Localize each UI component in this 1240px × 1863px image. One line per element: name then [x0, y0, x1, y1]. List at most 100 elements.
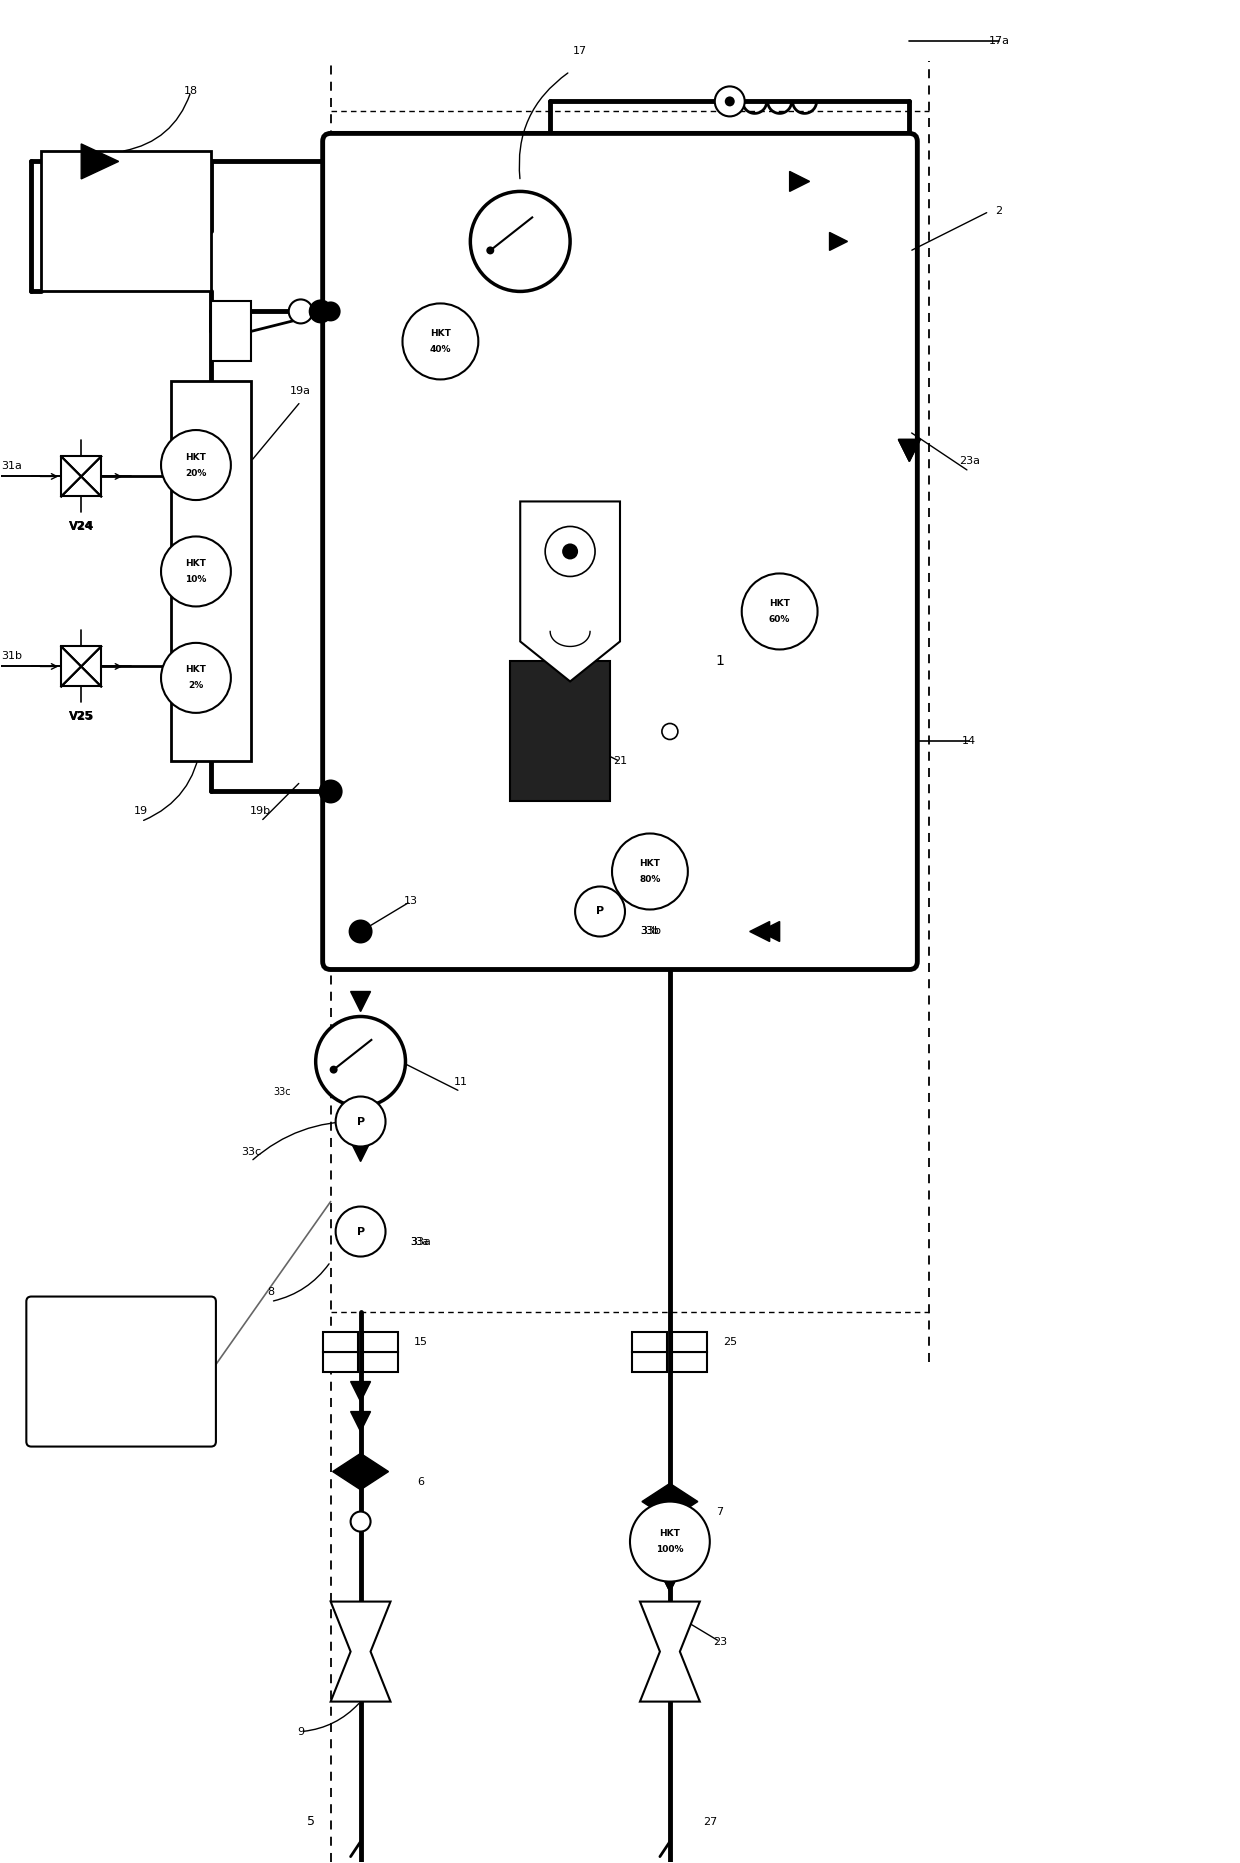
Text: 17: 17	[573, 47, 588, 56]
Circle shape	[289, 300, 312, 324]
Text: 33a: 33a	[410, 1237, 432, 1246]
Bar	[672, 1332, 707, 1351]
Bar	[672, 1351, 707, 1371]
Text: 21: 21	[613, 756, 627, 766]
Text: V25: V25	[69, 712, 93, 721]
Circle shape	[161, 537, 231, 607]
Polygon shape	[830, 233, 847, 250]
Text: 10%: 10%	[185, 576, 207, 583]
Text: P: P	[357, 1226, 365, 1237]
Text: 33a: 33a	[410, 1237, 429, 1246]
Polygon shape	[670, 1483, 698, 1520]
Circle shape	[486, 246, 495, 255]
Text: 2%: 2%	[188, 682, 203, 691]
Circle shape	[630, 1502, 709, 1582]
Polygon shape	[760, 922, 780, 941]
Circle shape	[316, 1017, 405, 1107]
Bar	[211, 302, 250, 361]
Text: 11: 11	[454, 1077, 467, 1086]
Polygon shape	[660, 1572, 680, 1591]
Circle shape	[161, 643, 231, 714]
Circle shape	[309, 300, 332, 324]
Text: HKT: HKT	[186, 559, 206, 568]
Circle shape	[348, 920, 372, 943]
Text: 19: 19	[134, 807, 148, 816]
Text: 7: 7	[717, 1507, 723, 1516]
Bar	[510, 661, 610, 801]
Circle shape	[662, 723, 678, 740]
Bar	[41, 151, 211, 291]
Text: P: P	[596, 907, 604, 917]
Text: H32: H32	[108, 212, 145, 231]
Polygon shape	[351, 1142, 371, 1161]
Circle shape	[336, 1097, 386, 1146]
Polygon shape	[351, 1382, 371, 1401]
Bar	[171, 382, 250, 762]
Circle shape	[403, 304, 479, 380]
Circle shape	[562, 544, 578, 559]
Polygon shape	[642, 1483, 670, 1520]
Bar	[363, 1332, 398, 1351]
Bar	[363, 1351, 398, 1371]
Text: 5: 5	[306, 1815, 315, 1828]
Circle shape	[724, 97, 735, 106]
Text: 31a: 31a	[1, 462, 22, 471]
Text: 31b: 31b	[1, 652, 22, 661]
Bar	[61, 456, 102, 496]
Polygon shape	[351, 1412, 371, 1431]
Polygon shape	[640, 1602, 699, 1701]
Text: 33b: 33b	[640, 926, 658, 937]
Text: HKT: HKT	[769, 600, 790, 607]
FancyBboxPatch shape	[26, 1297, 216, 1446]
Polygon shape	[351, 991, 371, 1012]
Text: 29: 29	[112, 1364, 130, 1379]
Bar	[632, 1332, 667, 1351]
Polygon shape	[750, 922, 770, 941]
Text: 33c: 33c	[241, 1146, 260, 1157]
Polygon shape	[660, 1541, 680, 1561]
Polygon shape	[660, 1572, 680, 1591]
Text: 15: 15	[413, 1336, 428, 1347]
Text: V25: V25	[68, 710, 94, 723]
Text: 80%: 80%	[640, 876, 661, 885]
Polygon shape	[331, 1602, 391, 1701]
Text: HKT: HKT	[186, 453, 206, 462]
Text: 33c: 33c	[273, 1086, 290, 1097]
Text: 19b: 19b	[250, 807, 272, 816]
Text: 33b: 33b	[640, 926, 661, 937]
Polygon shape	[521, 501, 620, 682]
Text: HKT: HKT	[660, 1530, 681, 1539]
Text: V24: V24	[69, 522, 93, 531]
Bar	[632, 1351, 667, 1371]
Text: 27: 27	[703, 1816, 717, 1826]
Circle shape	[613, 833, 688, 909]
Circle shape	[546, 527, 595, 576]
Circle shape	[319, 779, 342, 803]
Circle shape	[336, 1207, 386, 1256]
Polygon shape	[790, 171, 810, 192]
Text: 13: 13	[403, 896, 418, 907]
Circle shape	[742, 574, 817, 650]
Text: 8: 8	[268, 1287, 274, 1297]
Text: 14: 14	[962, 736, 976, 747]
Text: P: P	[357, 1116, 365, 1127]
Text: 9: 9	[298, 1727, 304, 1736]
Circle shape	[321, 781, 341, 801]
Circle shape	[330, 1066, 337, 1073]
Text: 20%: 20%	[185, 469, 207, 477]
Circle shape	[470, 192, 570, 291]
Text: 23a: 23a	[959, 456, 980, 466]
Circle shape	[351, 1511, 371, 1531]
Polygon shape	[361, 1453, 388, 1490]
Text: 19a: 19a	[290, 386, 311, 397]
Text: 2: 2	[996, 207, 1003, 216]
Text: 36: 36	[523, 736, 537, 747]
Bar	[324, 1332, 358, 1351]
Text: HKT: HKT	[430, 330, 451, 337]
FancyBboxPatch shape	[322, 134, 918, 969]
Text: 60%: 60%	[769, 615, 790, 624]
Polygon shape	[898, 440, 920, 462]
Circle shape	[321, 302, 341, 322]
Text: 40%: 40%	[429, 345, 451, 354]
Circle shape	[575, 887, 625, 937]
